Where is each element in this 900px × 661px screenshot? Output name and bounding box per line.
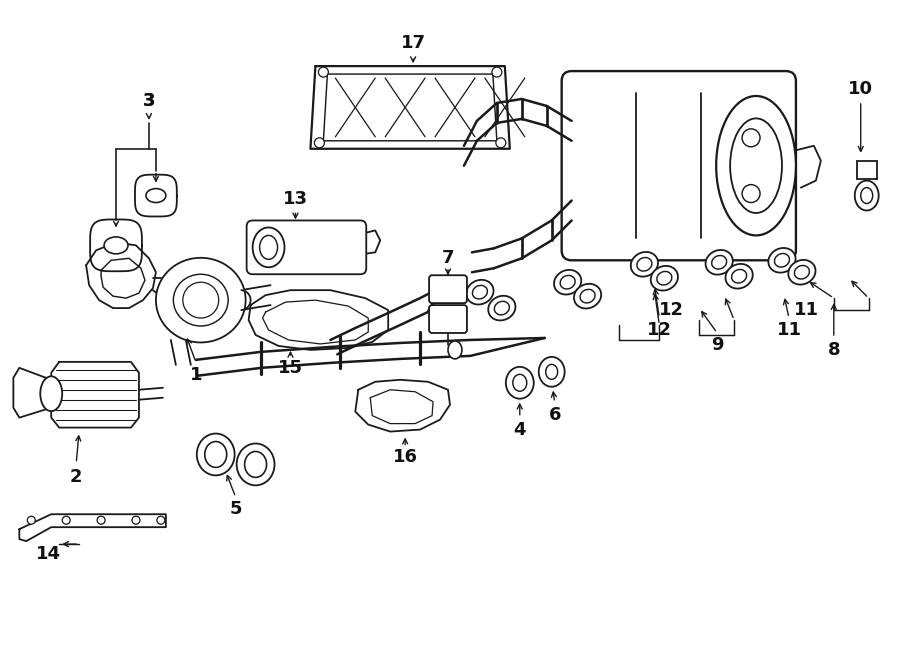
Text: 12: 12 [647,321,672,339]
Ellipse shape [712,256,726,269]
Ellipse shape [706,250,733,274]
Circle shape [492,67,502,77]
Circle shape [742,184,760,202]
Ellipse shape [513,374,526,391]
Ellipse shape [472,286,488,299]
FancyBboxPatch shape [429,305,467,333]
Ellipse shape [146,188,166,202]
Circle shape [319,67,328,77]
Text: 9: 9 [711,336,724,354]
Ellipse shape [657,272,671,285]
Text: 16: 16 [392,448,418,467]
Ellipse shape [580,290,595,303]
FancyBboxPatch shape [562,71,796,260]
Ellipse shape [554,270,581,295]
Circle shape [132,516,140,524]
Text: 3: 3 [143,92,155,110]
Ellipse shape [494,301,509,315]
Ellipse shape [855,180,878,210]
Text: 5: 5 [230,500,242,518]
Circle shape [496,137,506,148]
Ellipse shape [545,364,558,379]
Text: 14: 14 [36,545,61,563]
Text: 1: 1 [190,366,202,384]
Ellipse shape [795,266,809,279]
Text: 7: 7 [442,249,454,267]
Text: 11: 11 [777,321,802,339]
Ellipse shape [104,237,128,254]
Text: 8: 8 [827,341,840,359]
Ellipse shape [40,376,62,411]
Ellipse shape [156,258,246,342]
Ellipse shape [651,266,678,291]
Ellipse shape [716,96,796,235]
Ellipse shape [237,444,274,485]
Text: 4: 4 [514,420,526,439]
Ellipse shape [197,434,235,475]
Ellipse shape [775,254,789,267]
Ellipse shape [448,341,462,359]
Ellipse shape [259,235,277,259]
Ellipse shape [506,367,534,399]
Ellipse shape [730,118,782,213]
Ellipse shape [788,260,815,285]
Ellipse shape [574,284,601,309]
Ellipse shape [245,451,266,477]
Circle shape [742,129,760,147]
Text: 11: 11 [795,301,819,319]
Text: 13: 13 [283,190,308,208]
Circle shape [62,516,70,524]
FancyBboxPatch shape [429,275,467,303]
Ellipse shape [769,248,796,272]
Ellipse shape [174,274,229,326]
Ellipse shape [539,357,564,387]
Ellipse shape [205,442,227,467]
Ellipse shape [253,227,284,267]
Text: 2: 2 [70,469,83,486]
Ellipse shape [488,295,516,321]
Ellipse shape [466,280,493,305]
Text: 12: 12 [659,301,684,319]
Text: 3: 3 [143,92,155,110]
Circle shape [157,516,165,524]
Circle shape [27,516,35,524]
Ellipse shape [631,252,658,276]
Ellipse shape [725,264,752,289]
Circle shape [183,282,219,318]
Circle shape [314,137,324,148]
Text: 15: 15 [278,359,303,377]
Text: 10: 10 [848,80,873,98]
Text: 17: 17 [400,34,426,52]
Ellipse shape [732,270,747,283]
Circle shape [97,516,105,524]
Ellipse shape [860,188,873,204]
Ellipse shape [637,258,652,271]
Ellipse shape [560,276,575,289]
Text: 6: 6 [548,406,561,424]
FancyBboxPatch shape [247,221,366,274]
